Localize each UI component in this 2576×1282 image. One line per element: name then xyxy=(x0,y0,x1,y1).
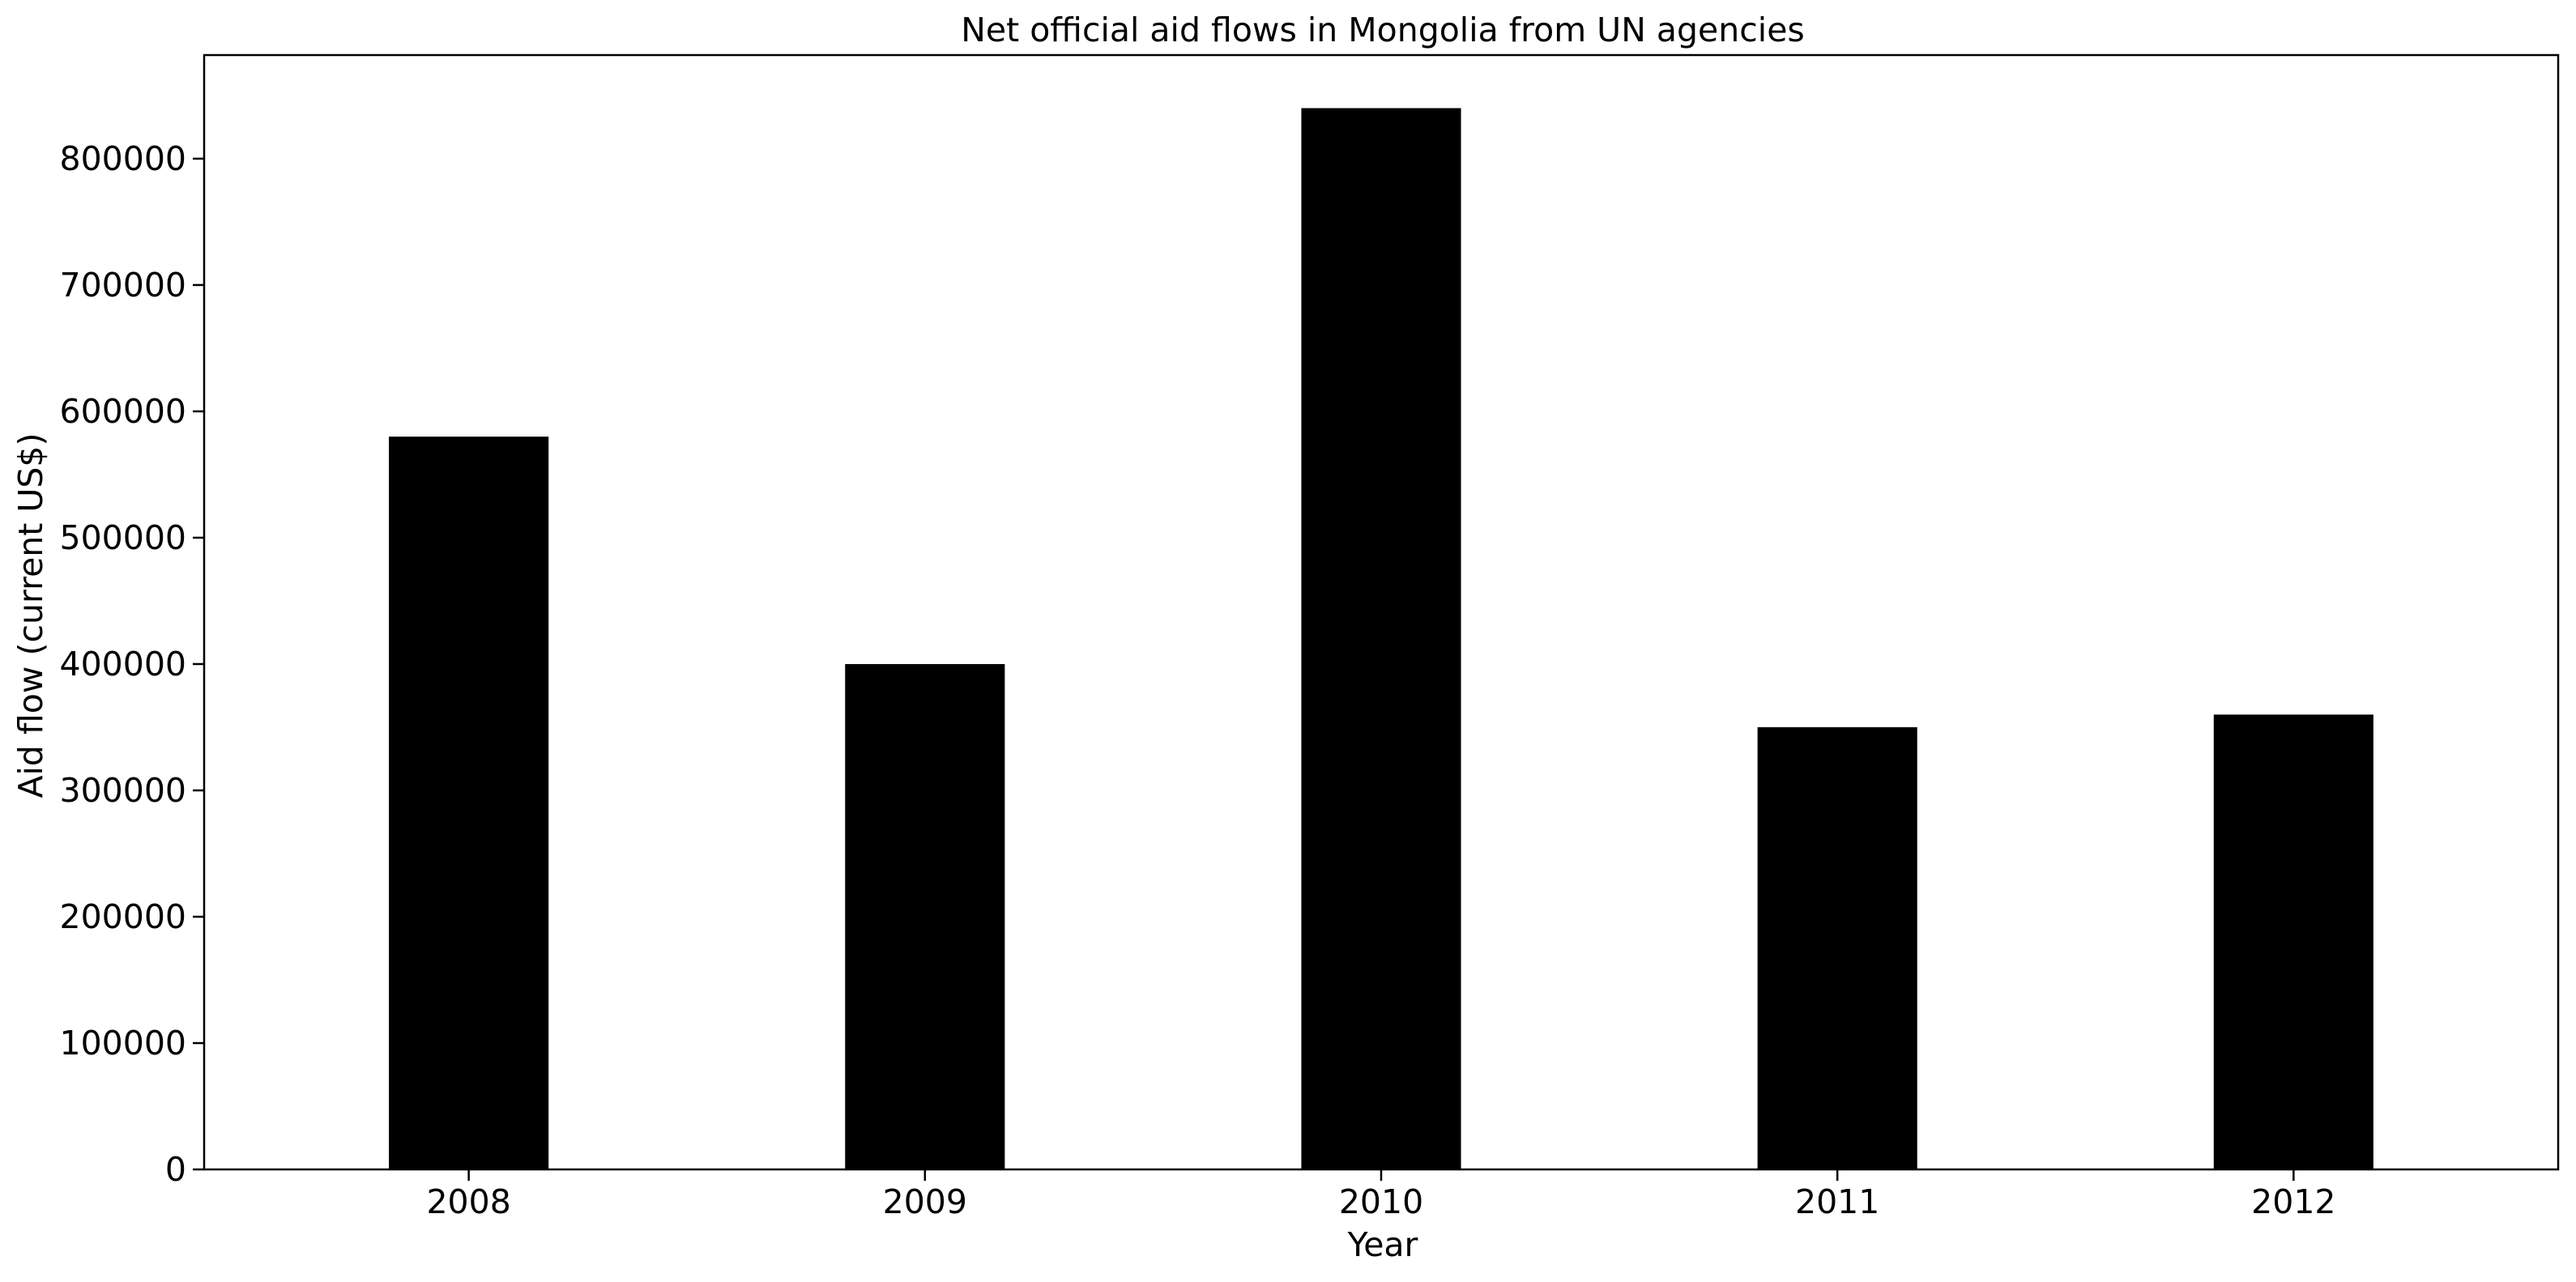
plot-area: 0 100000 200000 300000 400000 500000 600000 700… xyxy=(59,53,2560,1221)
bar-2011 xyxy=(1757,726,1917,1169)
bar-2009 xyxy=(845,663,1005,1169)
y-tick-label-400000: 400000 xyxy=(59,645,186,684)
x-tick-label-2009: 2009 xyxy=(883,1182,967,1221)
bar-2010 xyxy=(1301,108,1461,1169)
y-tick-label-0: 0 xyxy=(165,1150,186,1189)
chart-title: Net official aid flows in Mongolia from … xyxy=(961,11,1805,49)
bar-2008 xyxy=(389,437,549,1169)
x-tick-label-2008: 2008 xyxy=(426,1182,510,1221)
x-tick-label-2012: 2012 xyxy=(2251,1182,2335,1221)
y-tick-label-100000: 100000 xyxy=(59,1024,186,1063)
y-tick-label-200000: 200000 xyxy=(59,897,186,936)
y-tick-label-700000: 700000 xyxy=(59,266,186,305)
x-axis-label: Year xyxy=(1347,1225,1418,1264)
x-tick-label-2010: 2010 xyxy=(1339,1182,1423,1221)
y-tick-label-600000: 600000 xyxy=(59,392,186,431)
bar-2012 xyxy=(2213,714,2373,1169)
x-tick-label-2011: 2011 xyxy=(1795,1182,1879,1221)
y-tick-label-500000: 500000 xyxy=(59,518,186,557)
y-axis-label: Aid flow (current US$) xyxy=(11,432,50,798)
y-tick-label-300000: 300000 xyxy=(59,771,186,810)
y-tick-label-800000: 800000 xyxy=(59,139,186,178)
